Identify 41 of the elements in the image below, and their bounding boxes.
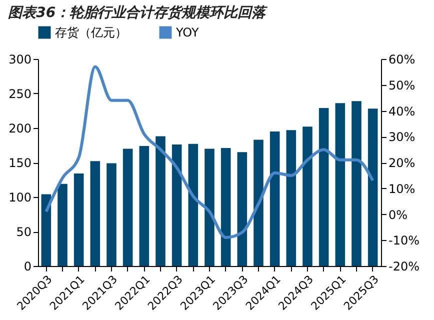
bar <box>90 161 100 266</box>
bar <box>204 148 214 266</box>
chart-title: 图表36：轮胎行业合计存货规模环比回落 <box>8 5 269 21</box>
bar <box>352 101 362 266</box>
y-tick-label: 300 <box>8 52 32 66</box>
y2-tick-label: 0% <box>388 208 408 222</box>
bar <box>41 194 52 266</box>
bar <box>74 174 84 266</box>
y2-tick-label: 50% <box>388 78 416 92</box>
bar <box>172 144 182 266</box>
y2-tick-label: 20% <box>388 156 416 170</box>
y2-tick-label: 30% <box>388 130 416 144</box>
legend-label: 存货（亿元） <box>55 26 127 40</box>
bar <box>220 148 231 266</box>
bar <box>188 144 198 266</box>
y-tick-label: 250 <box>8 87 32 101</box>
line-series <box>44 65 374 240</box>
bar <box>139 146 150 266</box>
bar <box>237 152 248 266</box>
y-tick-label: 50 <box>16 225 32 239</box>
bar <box>286 130 296 266</box>
y2-tick-label: -20% <box>388 260 420 274</box>
y2-tick-label: 40% <box>388 104 416 118</box>
bar <box>254 140 264 266</box>
y2-tick-label: 10% <box>388 182 416 196</box>
y2-tick-label: -10% <box>388 234 420 248</box>
bar <box>302 126 312 266</box>
y-tick-label: 150 <box>8 156 32 170</box>
bar <box>318 108 329 266</box>
bar <box>270 131 280 266</box>
bar <box>58 184 68 266</box>
bar <box>368 108 378 266</box>
bar <box>156 136 166 266</box>
bar <box>335 103 346 266</box>
y-tick-label: 0 <box>24 260 32 274</box>
y-tick-label: 100 <box>8 190 32 204</box>
y-tick-label: 200 <box>8 122 32 136</box>
legend-label: YOY <box>175 26 200 40</box>
bar <box>106 163 116 266</box>
y2-tick-label: 60% <box>388 52 416 66</box>
bar <box>122 148 133 266</box>
